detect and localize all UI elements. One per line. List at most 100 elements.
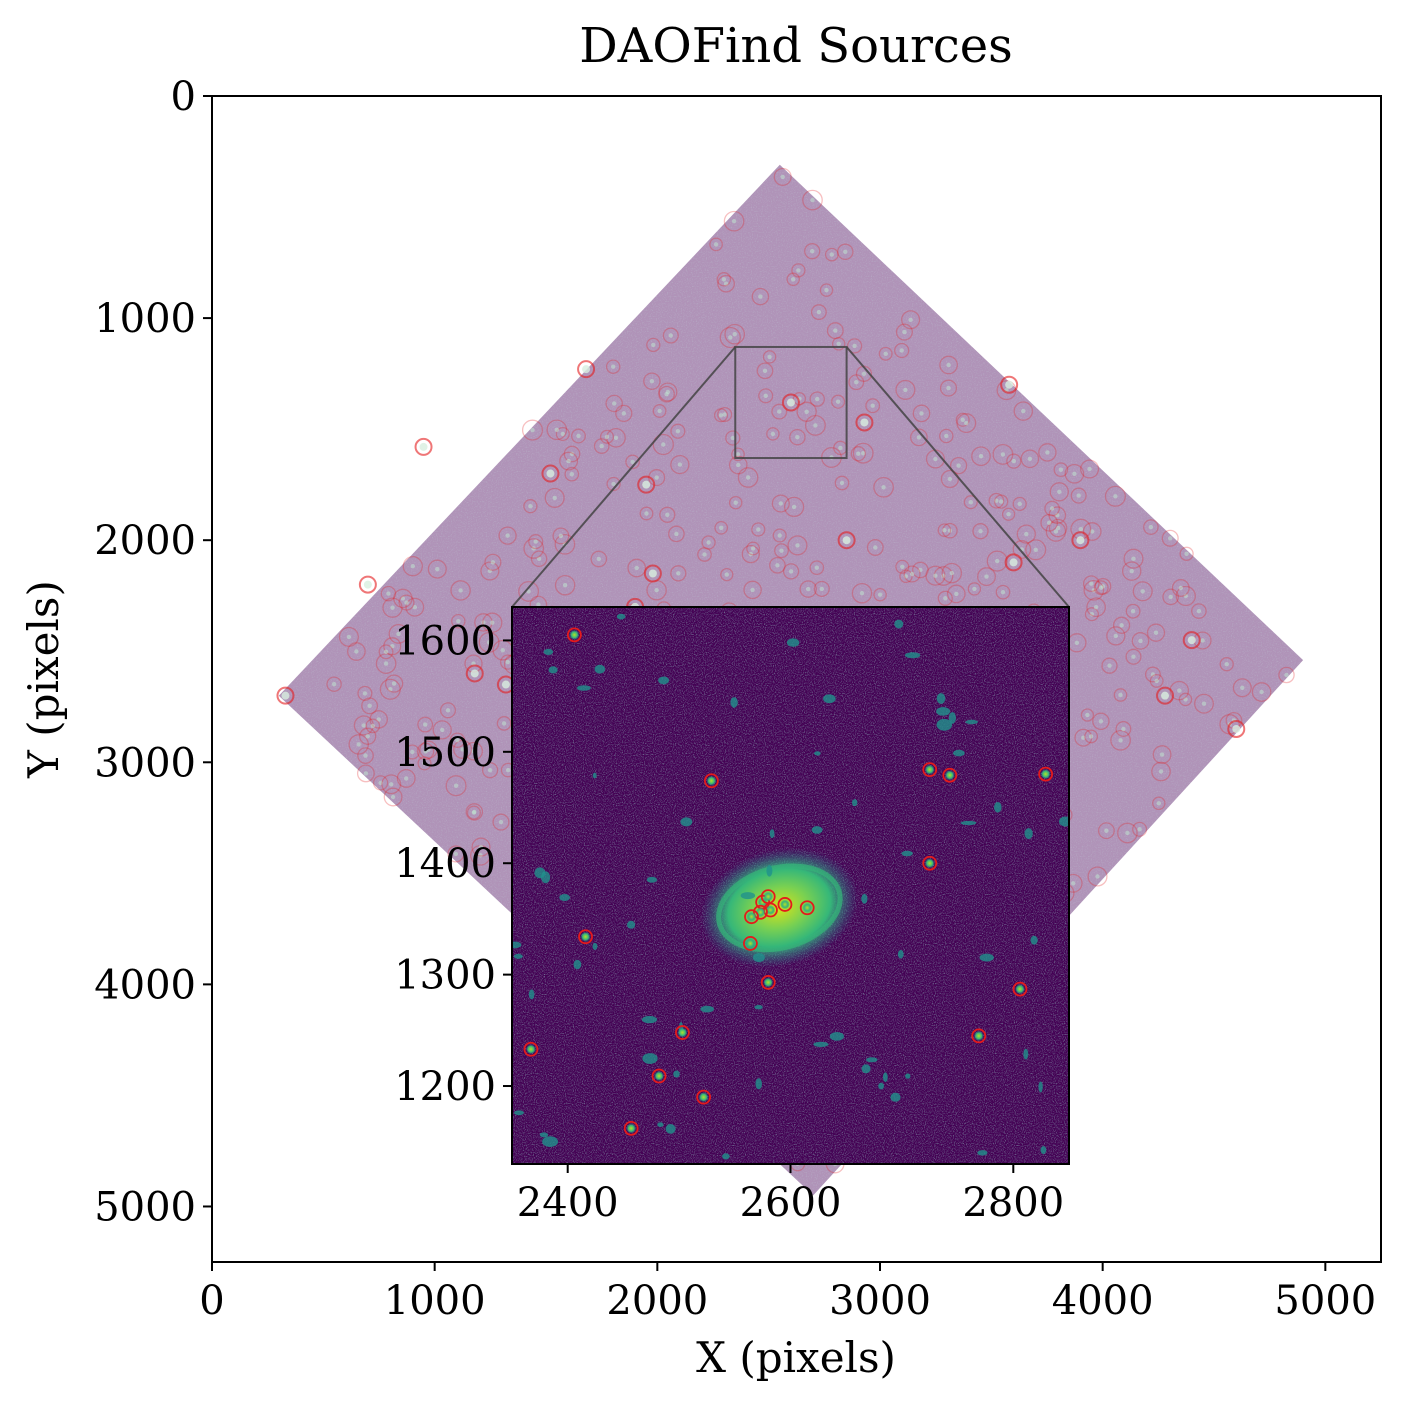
source-core [390, 794, 396, 800]
source-marker [831, 337, 846, 351]
source-marker [771, 403, 788, 420]
background-object [722, 1153, 730, 1160]
background-object [811, 826, 823, 834]
source-marker [789, 428, 806, 446]
source-core [856, 451, 861, 456]
source-core [946, 362, 951, 368]
source-marker [652, 433, 674, 456]
source-marker [559, 451, 579, 471]
source-core [566, 458, 571, 464]
source-core [649, 379, 655, 384]
source-marker [1080, 708, 1095, 722]
source-core [736, 462, 741, 468]
source-marker [802, 189, 823, 211]
source-core [1119, 623, 1124, 628]
source-core [1184, 551, 1189, 556]
inset-source-marker [566, 627, 582, 643]
source-marker [590, 550, 608, 568]
source-core [903, 387, 908, 393]
source-marker [1161, 529, 1179, 547]
inset-x-tick-label: 2600 [740, 1180, 842, 1226]
background-object [616, 613, 626, 620]
source-core [733, 500, 738, 505]
source-core [674, 531, 679, 537]
source-marker [1049, 482, 1069, 502]
source-marker [852, 442, 874, 464]
source-marker [819, 283, 834, 297]
source-core [713, 242, 719, 247]
source-core [978, 529, 983, 534]
source-core [946, 385, 951, 391]
background-object [866, 1057, 878, 1063]
source-core [750, 546, 756, 551]
inset-source-core [924, 858, 935, 869]
source-marker [837, 243, 854, 261]
source-core [376, 717, 381, 722]
source-marker [388, 623, 409, 644]
source-marker [895, 559, 910, 574]
source-marker [643, 564, 662, 583]
source-core [487, 568, 493, 574]
source-core [552, 495, 557, 501]
background-object [754, 1005, 763, 1010]
inset-source-marker [922, 762, 938, 778]
source-marker [992, 443, 1014, 465]
source-marker [1125, 603, 1141, 619]
source-marker [724, 323, 746, 345]
source-marker [571, 428, 586, 444]
source-core [775, 563, 780, 568]
source-marker [804, 414, 826, 436]
source-core [1090, 529, 1095, 534]
source-core [1187, 636, 1196, 645]
source-core [728, 335, 733, 340]
source-marker [1146, 623, 1166, 642]
source-marker [1044, 500, 1060, 517]
source-core [919, 411, 924, 416]
source-core [860, 418, 869, 427]
source-core [1005, 380, 1014, 389]
source-core [1027, 456, 1033, 461]
source-core [960, 417, 965, 422]
x-tick-label: 4000 [1052, 1278, 1154, 1324]
source-core [388, 687, 393, 692]
source-core [795, 435, 800, 440]
source-marker [398, 594, 415, 611]
source-core [947, 528, 953, 533]
source-core [861, 371, 867, 376]
background-object [948, 712, 957, 724]
source-marker [1113, 688, 1128, 702]
source-core [505, 533, 510, 538]
source-marker [809, 391, 825, 407]
background-object [513, 953, 523, 959]
source-core [954, 591, 959, 597]
source-core [1089, 581, 1094, 586]
x-axis-label: X (pixels) [696, 1333, 896, 1382]
source-core [942, 528, 947, 533]
source-core [767, 354, 772, 360]
background-object [752, 953, 765, 963]
background-object [965, 719, 978, 725]
source-marker [804, 243, 821, 260]
source-core [1074, 640, 1080, 645]
source-marker [995, 584, 1011, 600]
background-object [594, 664, 606, 674]
chart-title: DAOFind Sources [579, 18, 1013, 74]
source-marker [1152, 745, 1172, 765]
source-core [829, 252, 834, 257]
background-object [542, 1136, 559, 1147]
source-core [909, 571, 915, 577]
source-core [968, 500, 973, 505]
source-core [796, 268, 801, 273]
source-core [569, 472, 574, 477]
source-marker [365, 718, 381, 734]
source-core [813, 423, 818, 428]
source-marker [941, 562, 963, 584]
source-core [1196, 608, 1202, 614]
inset-x-tick-label: 2400 [517, 1180, 619, 1226]
source-marker [986, 550, 1008, 572]
source-marker [652, 404, 667, 418]
source-marker [719, 326, 741, 349]
source-core [370, 723, 375, 729]
source-core [1137, 827, 1142, 832]
